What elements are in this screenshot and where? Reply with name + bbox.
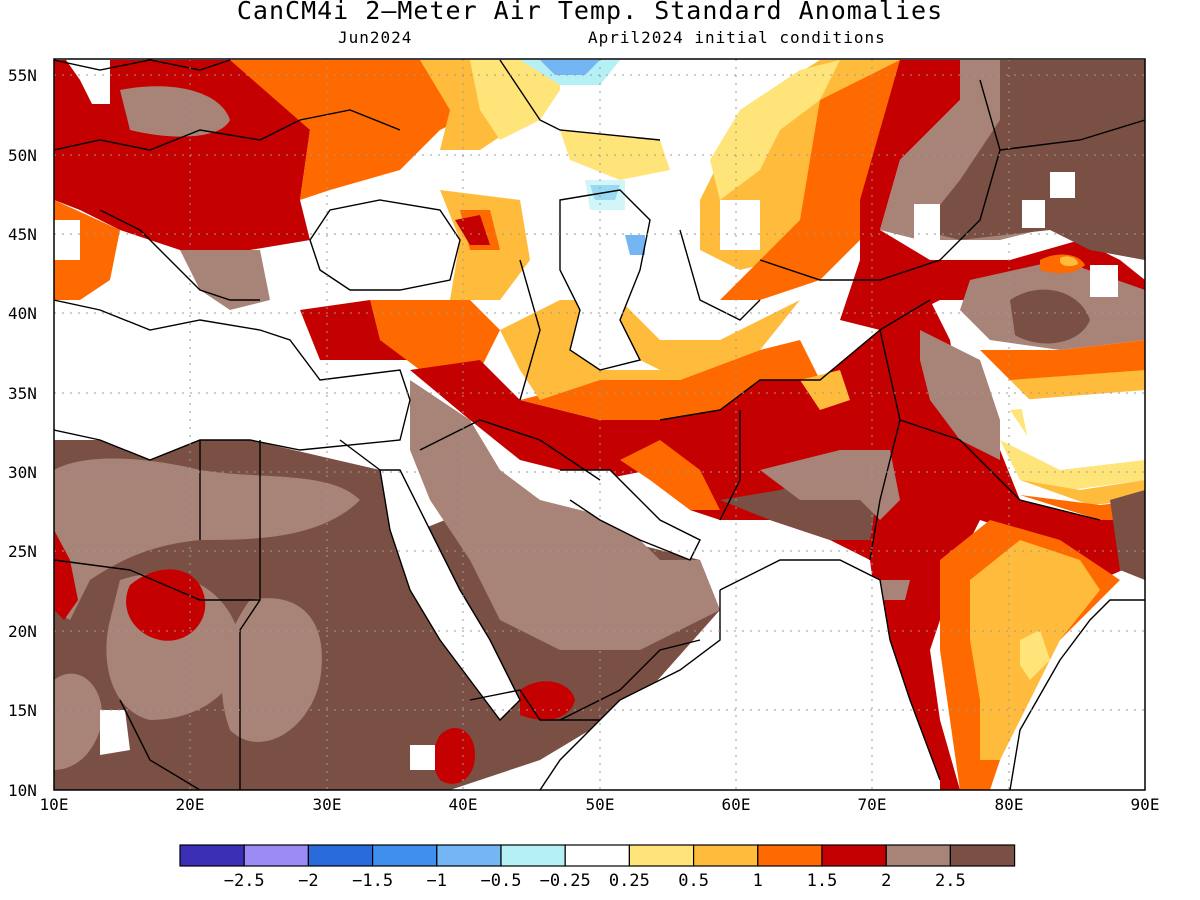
legend-swatch [564,844,631,867]
lat-label: 30N [8,463,37,482]
legend-label: −0.5 [481,871,522,891]
forecast-month: Jun2024 [338,28,413,47]
legend-swatch [179,844,245,867]
black-sea [310,200,460,290]
lat-label: 15N [8,701,37,720]
lon-label: 20E [176,795,205,814]
legend-swatch [307,844,374,867]
legend-label: 0.25 [609,871,650,891]
lon-label: 10E [40,795,69,814]
legend-swatch [949,844,1016,867]
legend-label: −1 [427,871,447,891]
graticule [54,59,1145,790]
arabian-sea [540,560,940,790]
lat-label: 35N [8,384,37,403]
legend-label: −1.5 [352,871,393,891]
legend-label: −0.25 [540,871,591,891]
lon-label: 70E [858,795,887,814]
legend-swatch [500,844,566,867]
legend-swatch [372,844,438,867]
legend-swatch [692,844,759,867]
lon-label: 50E [586,795,615,814]
longitude-axis: 10E 20E 30E 40E 50E 60E 70E 80E 90E [40,795,1160,814]
legend-labels: −2.5 −2 −1.5 −1 −0.5 −0.25 0.25 0.5 1 1.5 2 2.5 [224,871,966,891]
anomaly-map: 55N 50N 45N 40N 35N 30N 25N 20N 15N 10N … [8,58,1160,814]
lon-label: 30E [313,795,342,814]
legend-swatch [757,844,823,867]
map-title: CanCM4i 2–Meter Air Temp. Standard Anoma… [236,0,944,25]
africa-red-spot [126,569,206,641]
africa-light-region [54,458,360,620]
lat-label: 40N [8,304,37,323]
lon-label: 90E [1131,795,1160,814]
lat-label: 20N [8,622,37,641]
legend-label: 1 [753,871,763,891]
initial-conditions: April2024 initial conditions [588,28,886,47]
lat-label: 10N [8,781,37,800]
lat-label: 50N [8,146,37,165]
legend-label: −2.5 [224,871,265,891]
legend-swatch [821,844,887,867]
legend-label: 0.5 [678,871,709,891]
latitude-axis: 55N 50N 45N 40N 35N 30N 25N 20N 15N 10N [8,66,37,800]
red-sea [380,470,520,720]
legend-label: −2 [298,871,318,891]
legend-swatch [628,844,695,867]
mongolia-dark [920,60,1145,260]
legend-label: 1.5 [807,871,838,891]
lon-label: 80E [995,795,1024,814]
persian-gulf [560,470,700,560]
mediterranean-sea [54,300,410,460]
legend-swatch [436,844,502,867]
legend-swatch [243,844,309,867]
bay-of-bengal [1010,600,1145,790]
map-frame [53,58,1146,791]
legend-swatch [885,844,952,867]
lat-label: 45N [8,225,37,244]
legend-label: 2 [881,871,891,891]
lat-label: 55N [8,66,37,85]
lon-label: 60E [722,795,751,814]
anomaly-field [54,59,1145,790]
color-legend: −2.5 −2 −1.5 −1 −0.5 −0.25 0.25 0.5 1 1.5 2 2.5 [179,844,1016,891]
lon-label: 40E [449,795,478,814]
lat-label: 25N [8,542,37,561]
legend-label: 2.5 [935,871,966,891]
legend-swatches [179,844,1016,867]
